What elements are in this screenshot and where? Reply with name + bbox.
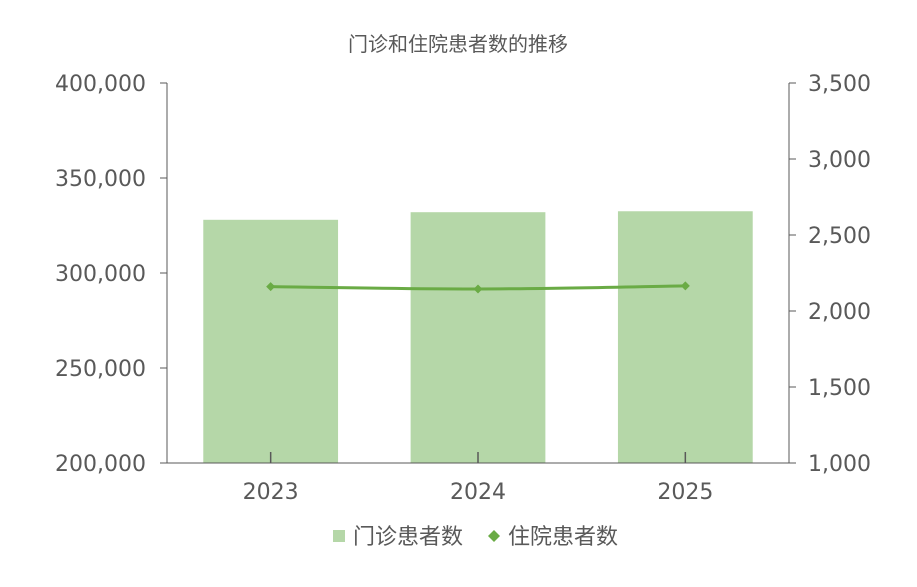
chart-title: 门诊和住院患者数的推移	[348, 32, 568, 56]
line-series	[266, 281, 690, 294]
tick-labels: 200,000 250,000 300,000 350,000 400,000 1,000…	[55, 72, 871, 505]
legend-bar-swatch	[333, 530, 345, 542]
legend-bar-label: 门诊患者数	[353, 525, 463, 550]
bar	[203, 219, 339, 463]
axes	[160, 82, 796, 464]
x-tick-label: 2024	[450, 480, 506, 505]
line-point	[266, 282, 276, 292]
bar	[617, 211, 753, 463]
line-point	[680, 281, 690, 291]
left-tick-label: 250,000	[55, 357, 146, 382]
left-tick-label: 300,000	[55, 262, 146, 287]
bar-series	[203, 211, 753, 463]
left-tick-label: 200,000	[55, 452, 146, 477]
left-tick-label: 400,000	[55, 72, 146, 97]
x-tick-label: 2025	[657, 480, 713, 505]
right-tick-label: 2,500	[808, 224, 871, 249]
line-point	[473, 284, 483, 294]
right-tick-label: 3,000	[808, 148, 871, 173]
legend: 门诊患者数 住院患者数	[333, 525, 618, 550]
legend-line-marker	[488, 530, 500, 542]
legend-line-label: 住院患者数	[508, 525, 618, 550]
bar	[410, 212, 546, 463]
right-tick-label: 1,500	[808, 376, 871, 401]
left-tick-label: 350,000	[55, 167, 146, 192]
right-tick-label: 2,000	[808, 300, 871, 325]
right-tick-label: 3,500	[808, 72, 871, 97]
right-tick-label: 1,000	[808, 452, 871, 477]
x-tick-label: 2023	[243, 480, 299, 505]
